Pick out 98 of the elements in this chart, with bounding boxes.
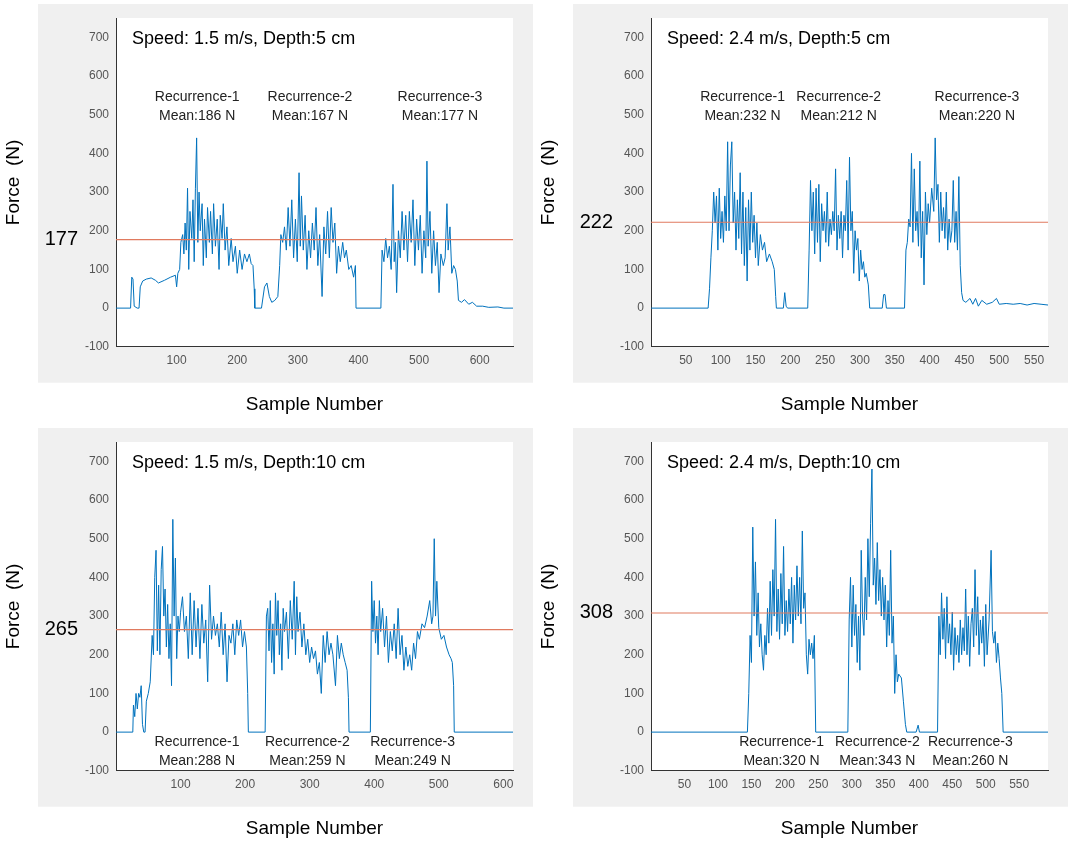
y-axis-title: Force (N) <box>2 563 24 650</box>
x-tick-label: 50 <box>679 353 693 368</box>
annotation: Recurrence-3 Mean:220 N <box>934 88 1020 124</box>
x-tick-label: 450 <box>954 353 975 368</box>
y-tick-label: 500 <box>88 531 110 546</box>
y-tick-label: 400 <box>88 569 110 584</box>
y-tick-label: 700 <box>88 29 110 44</box>
x-axis-title: Sample Number <box>780 392 919 414</box>
x-tick-label: 300 <box>299 777 320 792</box>
text: Speed: 1.5 m/s, Depth:5 cm <box>132 27 356 48</box>
y-tick-label: 400 <box>88 145 110 160</box>
y-tick-label: 0 <box>102 300 110 315</box>
x-tick-label: 550 <box>1024 353 1045 368</box>
x-axis-title: Sample Number <box>245 816 384 838</box>
annotation: Recurrence-2 Mean:212 N <box>796 88 882 124</box>
x-tick-label: 550 <box>1009 777 1030 792</box>
x-tick-label: 250 <box>808 777 829 792</box>
y-tick-label: -100 <box>84 763 110 778</box>
x-tick-label: 400 <box>919 353 940 368</box>
annotation: Recurrence-2 Mean:343 N <box>834 732 920 768</box>
ref-line-label: 265 <box>44 617 79 640</box>
y-tick-label: 200 <box>623 223 645 238</box>
annotation: Recurrence-1 Mean:288 N <box>154 732 240 768</box>
y-tick-label: 700 <box>623 29 645 44</box>
y-tick-label: -100 <box>84 339 110 354</box>
x-axis-title: Sample Number <box>245 392 384 414</box>
ref-line-label: 308 <box>579 600 614 623</box>
annotation: Recurrence-1 Mean:232 N <box>700 88 786 124</box>
y-axis-title: Force (N) <box>537 139 559 226</box>
annotation: Recurrence-1 Mean:186 N <box>154 88 240 124</box>
y-tick-label: 100 <box>623 685 645 700</box>
x-tick-label: 300 <box>841 777 863 792</box>
text: Speed: 1.5 m/s, Depth:10 cm <box>132 451 366 472</box>
x-tick-label: 300 <box>849 353 871 368</box>
x-tick-label: 250 <box>815 353 836 368</box>
y-tick-label: 300 <box>88 608 110 623</box>
x-tick-label: 350 <box>875 777 896 792</box>
y-tick-label: 0 <box>102 724 110 739</box>
x-axis-title: Sample Number <box>780 816 919 838</box>
y-tick-label: 500 <box>623 531 645 546</box>
y-tick-label: 200 <box>88 647 110 662</box>
y-tick-label: 500 <box>623 107 645 122</box>
x-tick-label: 350 <box>884 353 906 368</box>
x-tick-label: 500 <box>975 777 997 792</box>
text: Speed: 2.4 m/s, Depth:10 cm <box>667 451 901 472</box>
annotation: Recurrence-3 Mean:177 N <box>397 88 483 124</box>
x-tick-label: 450 <box>942 777 963 792</box>
y-tick-label: 100 <box>623 261 645 276</box>
y-tick-label: 500 <box>88 107 110 122</box>
y-tick-label: 100 <box>88 685 110 700</box>
y-tick-label: 700 <box>623 453 645 468</box>
x-tick-label: 200 <box>235 777 256 792</box>
x-tick-label: 600 <box>469 353 490 368</box>
y-tick-label: 200 <box>623 647 645 662</box>
x-tick-label: 400 <box>908 777 930 792</box>
ref-line-label: 177 <box>44 227 79 250</box>
y-axis-title: Force (N) <box>2 139 24 226</box>
x-tick-label: 400 <box>364 777 385 792</box>
y-tick-label: 300 <box>623 608 645 623</box>
x-tick-label: 200 <box>780 353 801 368</box>
x-tick-label: 50 <box>677 777 692 792</box>
annotation: Recurrence-3 Mean:260 N <box>927 732 1013 768</box>
y-tick-label: 600 <box>88 68 110 83</box>
y-tick-label: -100 <box>619 763 645 778</box>
x-tick-label: 200 <box>774 777 796 792</box>
y-tick-label: 0 <box>637 300 645 315</box>
y-tick-label: 400 <box>623 145 645 160</box>
annotation: Recurrence-2 Mean:259 N <box>264 732 351 768</box>
x-tick-label: 300 <box>287 353 309 368</box>
y-tick-label: 600 <box>88 492 110 507</box>
x-tick-label: 200 <box>227 353 248 368</box>
y-tick-label: 700 <box>88 453 110 468</box>
x-tick-label: 150 <box>741 777 762 792</box>
x-tick-label: 500 <box>409 353 430 368</box>
x-tick-label: 100 <box>166 353 187 368</box>
x-tick-label: 600 <box>493 777 514 792</box>
y-tick-label: 300 <box>623 184 645 199</box>
x-tick-label: 100 <box>170 777 191 792</box>
y-tick-label: -100 <box>619 339 645 354</box>
annotation: Recurrence-3 Mean:249 N <box>370 732 456 768</box>
x-tick-label: 500 <box>989 353 1010 368</box>
x-tick-label: 100 <box>707 777 729 792</box>
text: Speed: 2.4 m/s, Depth:5 cm <box>667 27 891 48</box>
annotation: Recurrence-2 Mean:167 N <box>267 88 353 124</box>
x-tick-label: 150 <box>745 353 766 368</box>
y-tick-label: 300 <box>88 184 110 199</box>
y-tick-label: 400 <box>623 569 645 584</box>
y-tick-label: 0 <box>637 724 645 739</box>
annotation: Recurrence-1 Mean:320 N <box>739 732 825 768</box>
y-tick-label: 600 <box>623 492 645 507</box>
x-tick-label: 500 <box>428 777 450 792</box>
ref-line-label: 222 <box>579 209 614 232</box>
x-tick-label: 100 <box>710 353 731 368</box>
y-tick-label: 600 <box>623 68 645 83</box>
y-tick-label: 200 <box>88 223 110 238</box>
x-tick-label: 400 <box>348 353 369 368</box>
y-axis-title: Force (N) <box>537 563 559 650</box>
y-tick-label: 100 <box>88 261 110 276</box>
